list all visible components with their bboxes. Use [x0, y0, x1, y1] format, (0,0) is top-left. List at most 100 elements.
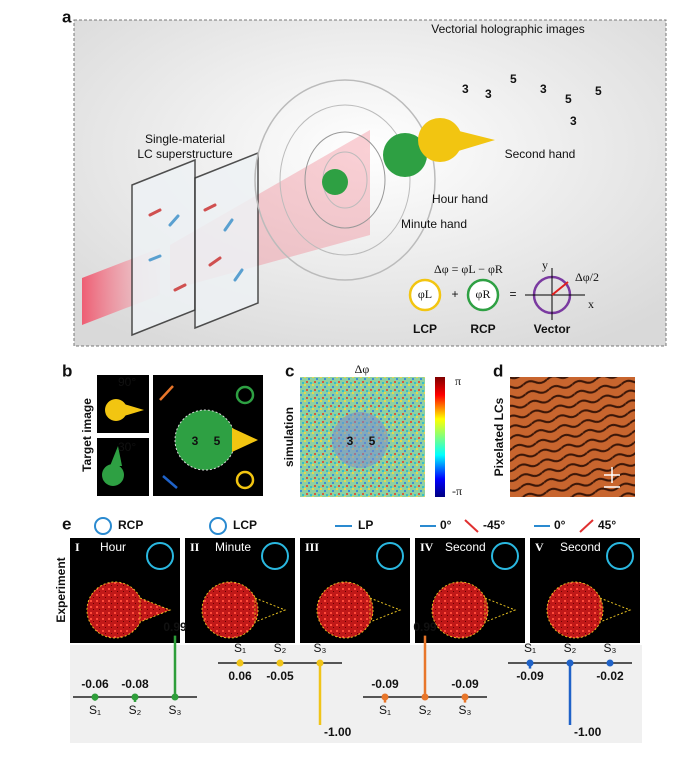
equation: Δφ = φL − φR	[434, 262, 503, 276]
stokes-label: S₃	[169, 703, 182, 717]
value-label: -0.09	[451, 677, 479, 691]
value-label: 0.99	[163, 620, 187, 634]
stokes-label: S₃	[314, 641, 327, 655]
lp-icon	[579, 519, 594, 533]
stokes-dot	[381, 693, 389, 701]
stokes-dot	[316, 659, 324, 667]
hand-label: Second hand	[505, 147, 576, 161]
rcp-icon	[235, 385, 255, 405]
colorbar	[435, 377, 445, 497]
digit: 5	[369, 434, 376, 448]
svg-text:3: 3	[570, 114, 577, 128]
frame-name: Hour	[100, 540, 126, 554]
value-label: -0.05	[266, 669, 294, 683]
hand-label: Minute hand	[401, 217, 467, 231]
digit: 3	[192, 434, 199, 448]
lp-arrow	[162, 475, 178, 489]
phi-r: φR	[476, 287, 491, 301]
stokes-band	[70, 645, 642, 743]
value-label: -0.09	[516, 669, 544, 683]
spot	[316, 581, 374, 639]
stokes-label: S₁	[379, 703, 391, 717]
stokes-label: S₂	[274, 641, 287, 655]
header: LCP	[233, 518, 257, 532]
micrograph	[510, 377, 635, 497]
header: 0°	[554, 518, 566, 532]
spot-pointer	[484, 597, 517, 623]
mini-clock	[322, 169, 348, 195]
clock-icon	[606, 542, 634, 570]
header: -45°	[483, 518, 505, 532]
phase-disc	[332, 412, 388, 468]
digit: 5	[214, 434, 221, 448]
hour-dial	[105, 399, 127, 421]
spot	[546, 581, 604, 639]
frame-name: Second	[560, 540, 601, 554]
digit: 3	[347, 434, 354, 448]
clock-icon	[491, 542, 519, 570]
hour-pointer	[124, 404, 144, 416]
angle-label: 90°	[118, 375, 136, 389]
frame-numeral: V	[535, 540, 544, 554]
stokes-dot	[131, 693, 139, 701]
hour-hand-image	[418, 118, 462, 162]
state-label: RCP	[470, 322, 495, 336]
stokes-dot	[276, 659, 284, 667]
hour-hand-pointer	[455, 130, 495, 152]
plus: +	[451, 287, 458, 301]
stokes-dot	[566, 659, 574, 667]
stokes-label: S₂	[564, 641, 577, 655]
lcp-icon	[408, 278, 442, 312]
stokes-label: S₁	[234, 641, 246, 655]
rcp-icon	[94, 517, 112, 535]
value-label: -1.00	[574, 725, 602, 739]
title: Vectorial holographic images	[431, 22, 584, 36]
svg-text:3: 3	[485, 87, 492, 101]
stokes-label: S₃	[604, 641, 617, 655]
clock-face	[174, 409, 236, 471]
spot-pointer	[139, 597, 172, 623]
spot-pointer	[599, 597, 632, 623]
value-label: 0.06	[228, 669, 252, 683]
stokes-dot	[461, 693, 469, 701]
value-label: 0.99	[413, 620, 437, 634]
lc-plate	[194, 151, 259, 330]
svg-text:5: 5	[565, 92, 572, 106]
spot	[86, 581, 144, 639]
stokes-dot	[421, 693, 429, 701]
clock-icon	[261, 542, 289, 570]
value-label: -0.02	[596, 669, 624, 683]
lcp-icon	[235, 470, 255, 490]
structure-label: Single-material	[145, 132, 225, 146]
minute-dial	[102, 464, 124, 486]
side-label: Pixelated LCs	[492, 397, 506, 476]
phi-l: φL	[418, 287, 432, 301]
stokes-label: S₂	[129, 703, 142, 717]
half-angle: Δφ/2	[575, 270, 599, 284]
lp-icon	[464, 519, 479, 533]
stokes-label: S₂	[419, 703, 432, 717]
panel-label: e	[62, 514, 71, 533]
value-label: -0.08	[121, 677, 149, 691]
stokes-dot	[91, 693, 99, 701]
clock-hour-hand	[232, 428, 258, 452]
colorbar-label: π	[455, 374, 461, 388]
frame-numeral: IV	[420, 540, 434, 554]
side-label: Experiment	[54, 557, 68, 622]
side-label: Target image	[80, 398, 94, 472]
minute-hand-image	[383, 133, 427, 177]
stokes-dot	[526, 659, 534, 667]
frame-name: Minute	[215, 540, 251, 554]
axis-x: x	[588, 297, 594, 311]
frame-numeral: I	[75, 540, 80, 554]
lcp-icon	[209, 517, 227, 535]
panel-label: d	[493, 361, 503, 380]
lc-plate	[131, 158, 196, 337]
lp-arrow	[159, 385, 174, 401]
angle-label: 30°	[118, 440, 136, 454]
title: Δφ	[355, 362, 370, 376]
svg-text:3: 3	[540, 82, 547, 96]
structure-label: LC superstructure	[137, 147, 233, 161]
header: 0°	[440, 518, 452, 532]
